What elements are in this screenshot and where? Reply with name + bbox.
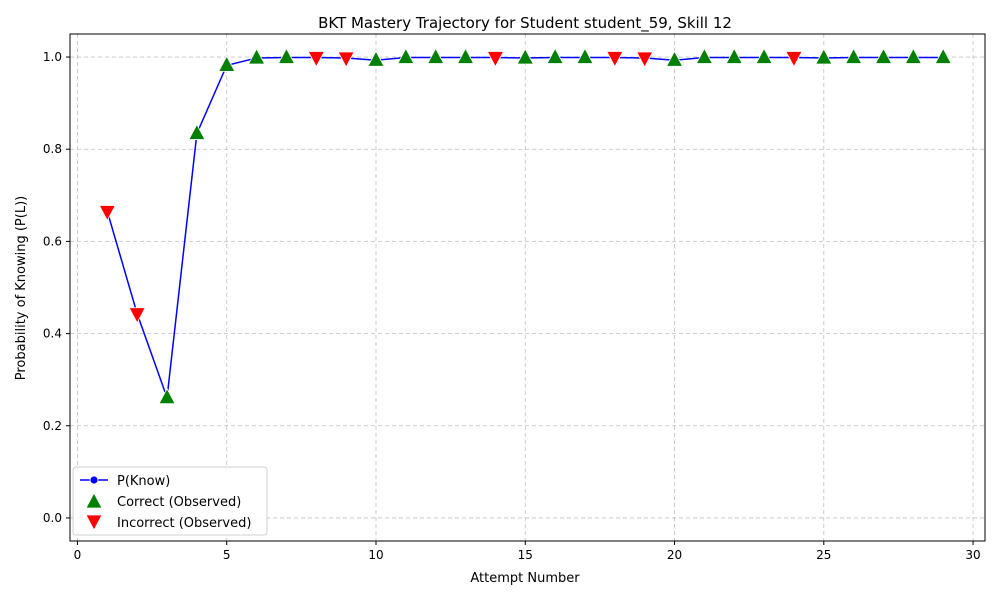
correct-marker bbox=[725, 47, 743, 64]
correct-marker bbox=[367, 50, 385, 67]
correct-marker bbox=[456, 47, 475, 64]
y-tick-label: 0.8 bbox=[43, 142, 62, 156]
correct-marker bbox=[934, 47, 952, 64]
y-axis-ticks: 0.0 0.2 0.4 0.6 0.8 1.0 bbox=[43, 50, 70, 525]
incorrect-marker bbox=[636, 51, 654, 68]
correct-marker bbox=[815, 48, 833, 65]
incorrect-marker bbox=[337, 51, 355, 68]
x-axis-ticks: 0 5 10 15 20 25 30 bbox=[74, 541, 981, 562]
y-tick-label: 0.2 bbox=[43, 419, 62, 433]
x-tick-label: 15 bbox=[518, 548, 533, 562]
correct-marker bbox=[158, 387, 176, 405]
correct-marker bbox=[277, 47, 296, 64]
pknow-line bbox=[106, 56, 944, 398]
correct-marker bbox=[188, 123, 206, 140]
x-tick-label: 0 bbox=[74, 548, 82, 562]
correct-marker bbox=[516, 48, 534, 65]
correct-marker bbox=[695, 47, 714, 64]
y-tick-label: 1.0 bbox=[43, 50, 62, 64]
incorrect-marker bbox=[486, 51, 505, 68]
x-tick-label: 5 bbox=[223, 548, 231, 562]
chart-title: BKT Mastery Trajectory for Student stude… bbox=[318, 14, 732, 33]
observation-markers bbox=[98, 47, 952, 405]
correct-marker bbox=[397, 47, 415, 64]
correct-marker bbox=[874, 47, 893, 64]
legend-marker-pknow bbox=[89, 475, 99, 485]
correct-marker bbox=[427, 47, 445, 64]
x-tick-label: 30 bbox=[965, 548, 980, 562]
y-tick-label: 0.4 bbox=[43, 327, 62, 341]
correct-marker bbox=[218, 55, 236, 72]
legend-label-correct: Correct (Observed) bbox=[117, 495, 241, 510]
legend: P(Know) Correct (Observed) Incorrect (Ob… bbox=[72, 466, 268, 536]
legend-frame bbox=[72, 466, 268, 536]
legend-marker-incorrect bbox=[85, 514, 103, 531]
plot-frame bbox=[69, 33, 986, 542]
correct-marker bbox=[844, 47, 863, 64]
correct-marker bbox=[546, 47, 564, 64]
x-axis-label: Attempt Number bbox=[470, 571, 580, 586]
x-tick-label: 20 bbox=[667, 548, 682, 562]
x-tick-label: 10 bbox=[368, 548, 383, 562]
correct-marker bbox=[904, 47, 923, 64]
x-tick-label: 25 bbox=[816, 548, 831, 562]
incorrect-marker bbox=[785, 51, 803, 68]
y-axis-label: Probability of Knowing (P(L)) bbox=[14, 196, 29, 380]
y-tick-label: 0.6 bbox=[43, 234, 62, 248]
incorrect-marker bbox=[128, 307, 146, 324]
y-tick-label: 0.0 bbox=[43, 511, 62, 525]
incorrect-marker bbox=[606, 51, 624, 68]
legend-label-incorrect: Incorrect (Observed) bbox=[117, 516, 251, 531]
correct-marker bbox=[665, 50, 684, 67]
correct-marker bbox=[755, 47, 773, 64]
legend-label-pknow: P(Know) bbox=[117, 474, 170, 489]
correct-marker bbox=[247, 48, 266, 65]
legend-marker-correct bbox=[85, 492, 103, 509]
correct-marker bbox=[576, 47, 594, 64]
incorrect-marker bbox=[98, 205, 116, 222]
incorrect-marker bbox=[307, 51, 325, 68]
